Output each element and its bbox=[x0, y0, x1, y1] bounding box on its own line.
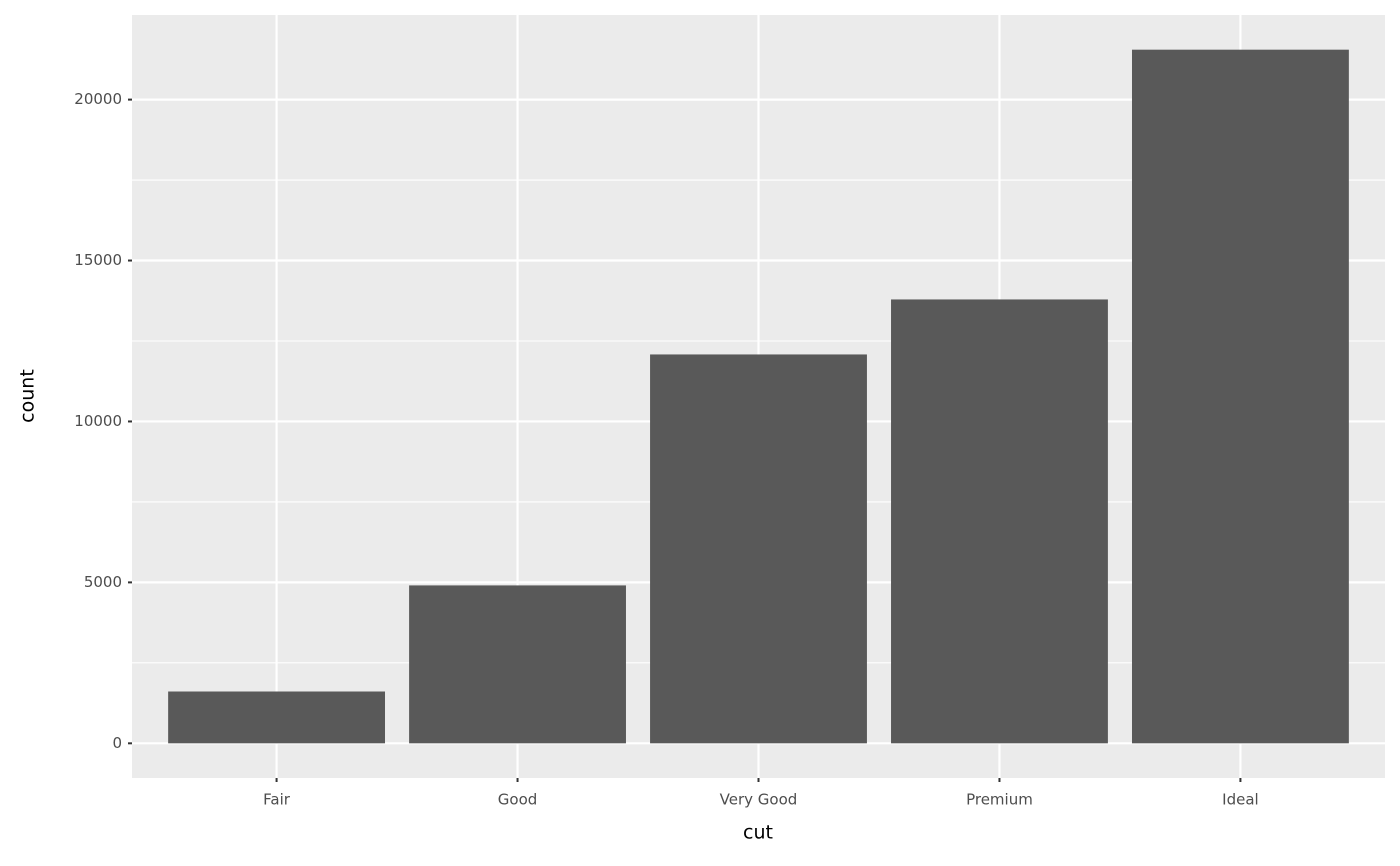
x-tick-label: Premium bbox=[966, 791, 1033, 809]
x-tick-label: Very Good bbox=[720, 791, 798, 809]
x-tick-label: Good bbox=[498, 791, 538, 809]
y-tick-label: 0 bbox=[112, 734, 122, 752]
y-axis-title: count bbox=[17, 369, 39, 423]
x-axis-title: cut bbox=[743, 822, 773, 844]
marks bbox=[168, 49, 1349, 744]
y-tick-label: 20000 bbox=[74, 90, 122, 108]
y-tick-label: 15000 bbox=[74, 251, 122, 269]
y-tick-label: 10000 bbox=[74, 412, 122, 430]
x-tick-label: Fair bbox=[263, 791, 291, 809]
bar bbox=[891, 299, 1108, 744]
bar bbox=[650, 354, 867, 744]
bar bbox=[168, 691, 386, 744]
y-tick-label: 5000 bbox=[84, 573, 122, 591]
x-tick-label: Ideal bbox=[1222, 791, 1259, 809]
bar bbox=[1131, 49, 1349, 744]
bar bbox=[409, 585, 626, 744]
